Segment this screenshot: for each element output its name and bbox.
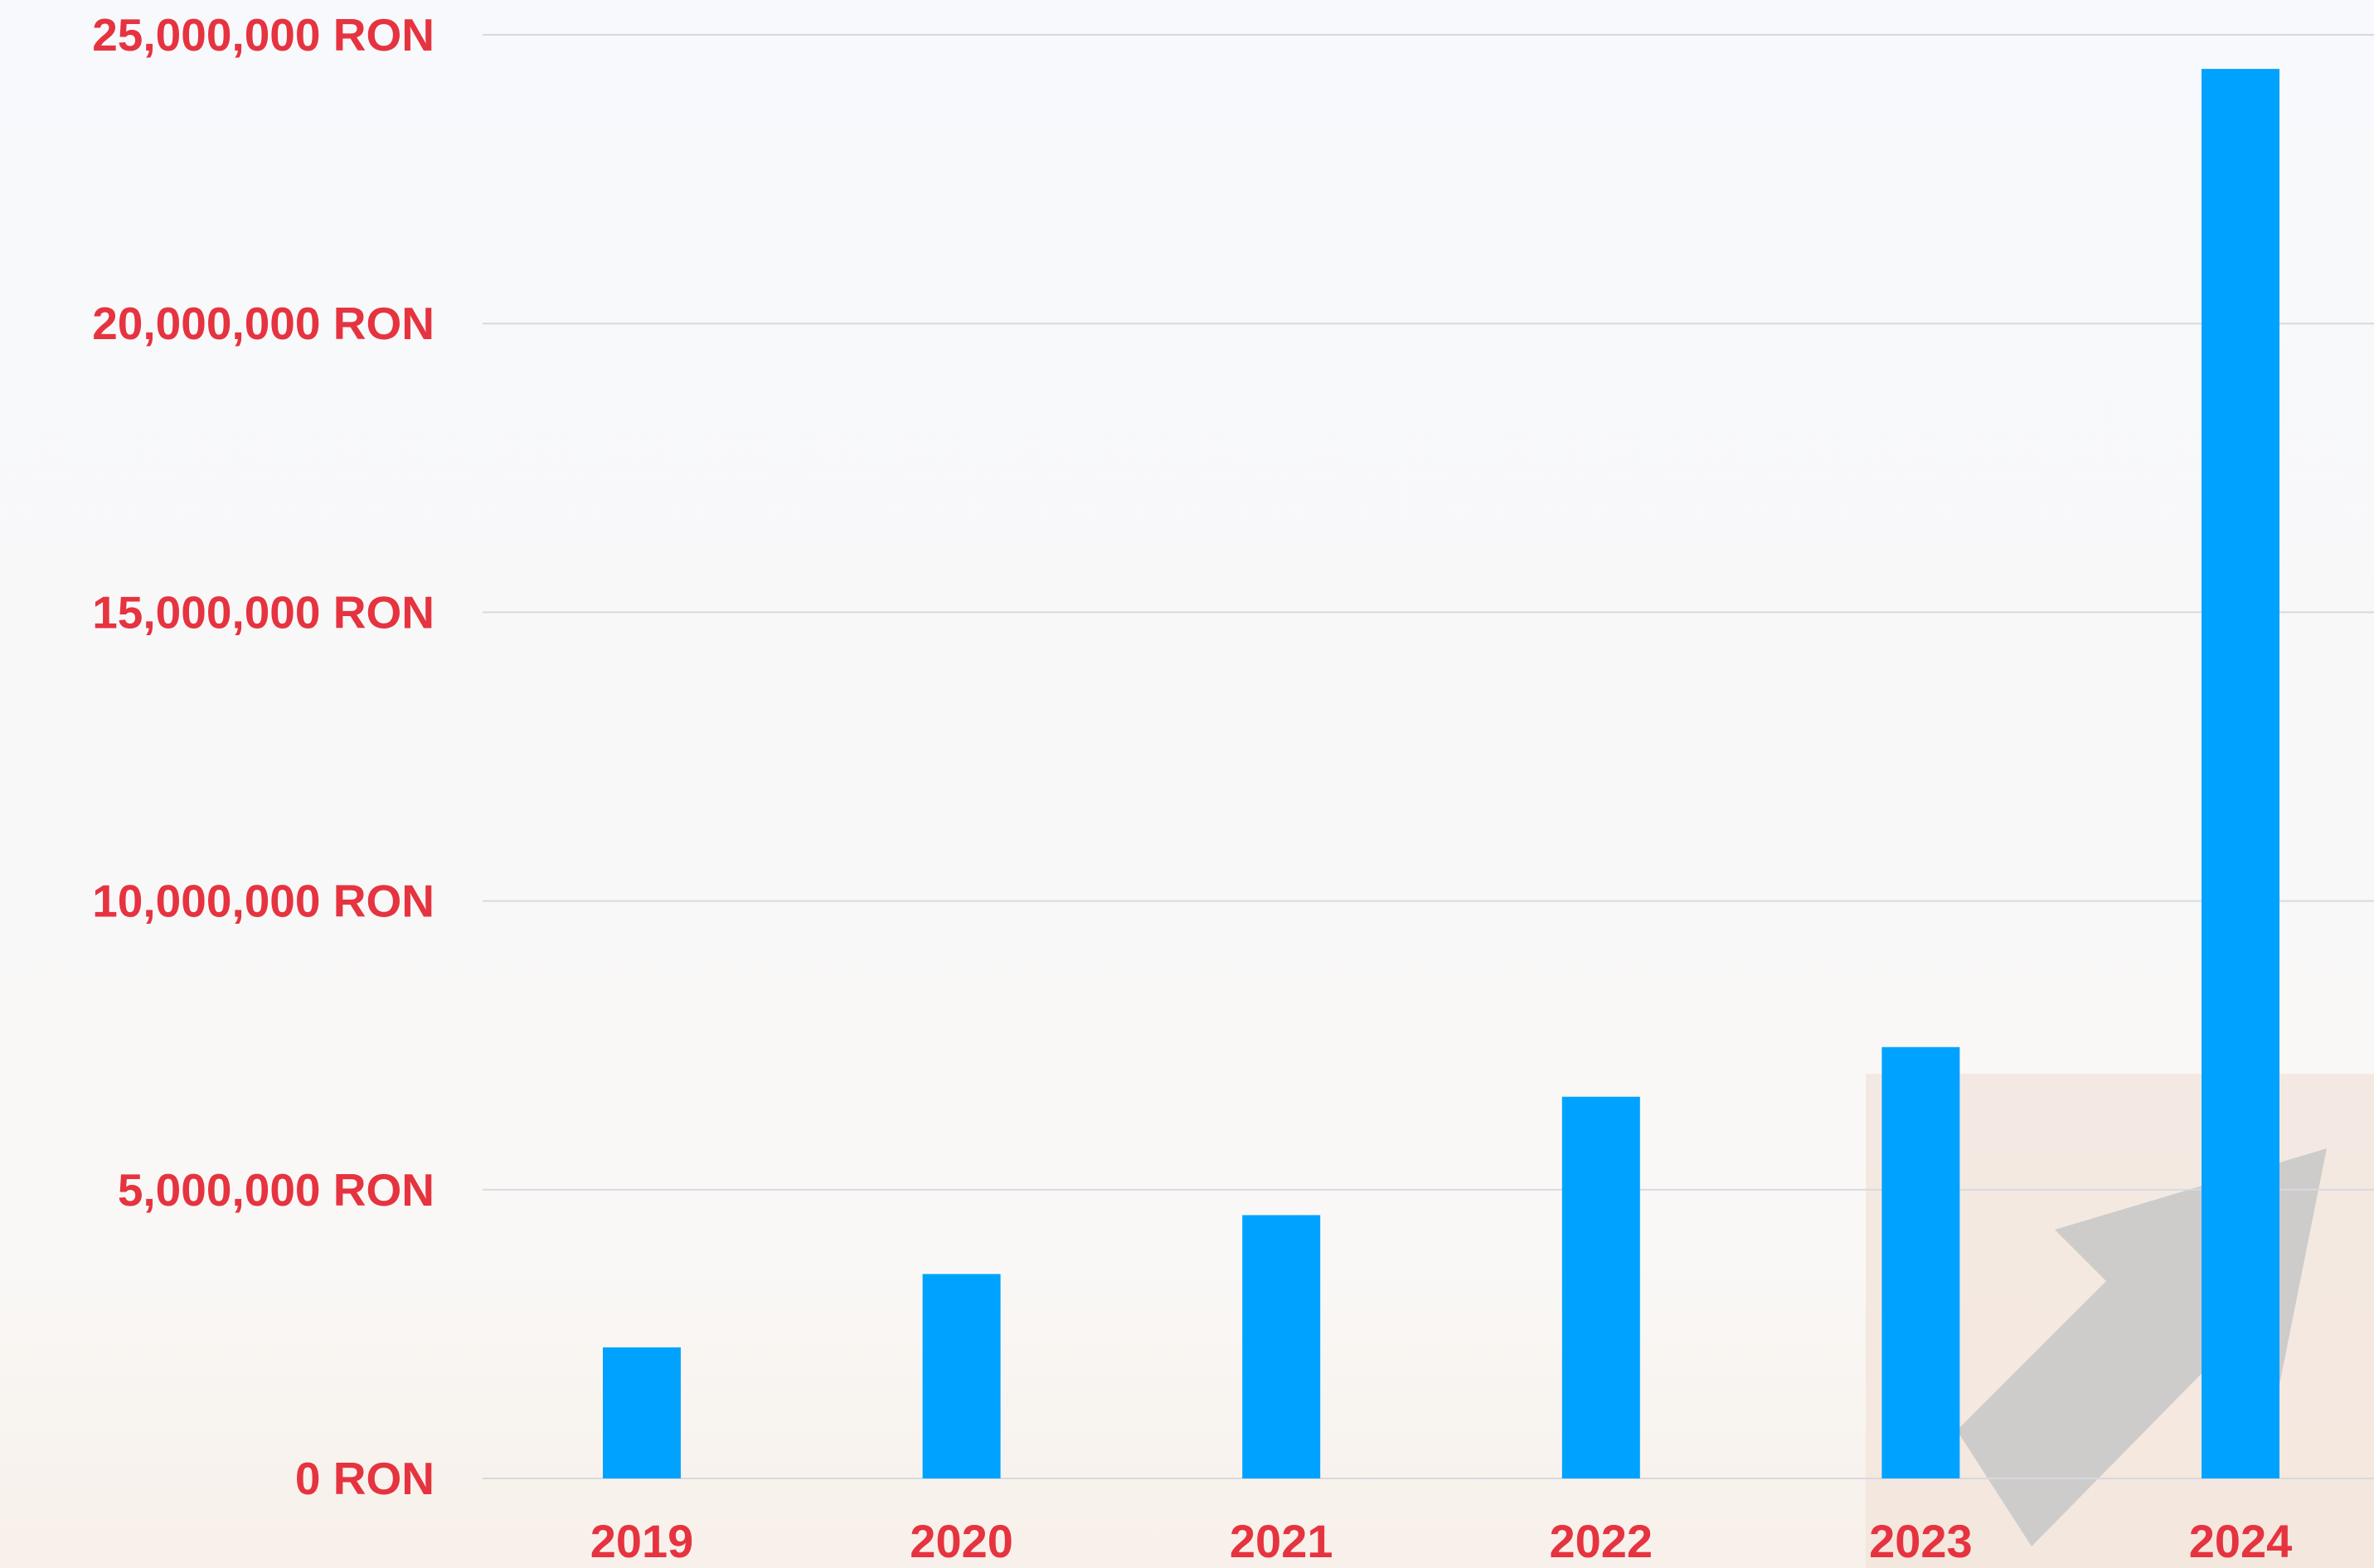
y-tick-label: 15,000,000 RON [92,586,435,638]
x-tick-label: 2022 [1550,1515,1653,1567]
y-tick-label: 25,000,000 RON [92,9,435,61]
bar-2021 [1242,1215,1321,1478]
x-axis-tick-labels: 2019 2020 2021 2022 2023 2024 [590,1515,2293,1567]
bar-2023 [1881,1046,1960,1478]
y-tick-label: 10,000,000 RON [92,876,435,927]
bar-2022 [1561,1096,1640,1478]
y-tick-label: 0 RON [295,1453,435,1504]
x-tick-label: 2020 [910,1515,1013,1567]
y-axis-tick-labels: 0 RON 5,000,000 RON 10,000,000 RON 15,000,0… [92,9,435,1504]
gridlines [483,34,2374,1479]
x-tick-label: 2024 [2189,1515,2293,1567]
bar-2024 [2202,69,2279,1478]
y-tick-label: 5,000,000 RON [118,1164,435,1216]
bar-2020 [922,1274,1001,1478]
x-tick-label: 2019 [590,1515,694,1567]
bar-2019 [603,1347,681,1478]
bars [603,69,2279,1478]
x-tick-label: 2021 [1230,1515,1333,1567]
x-tick-label: 2023 [1869,1515,1973,1567]
y-tick-label: 20,000,000 RON [92,298,435,349]
